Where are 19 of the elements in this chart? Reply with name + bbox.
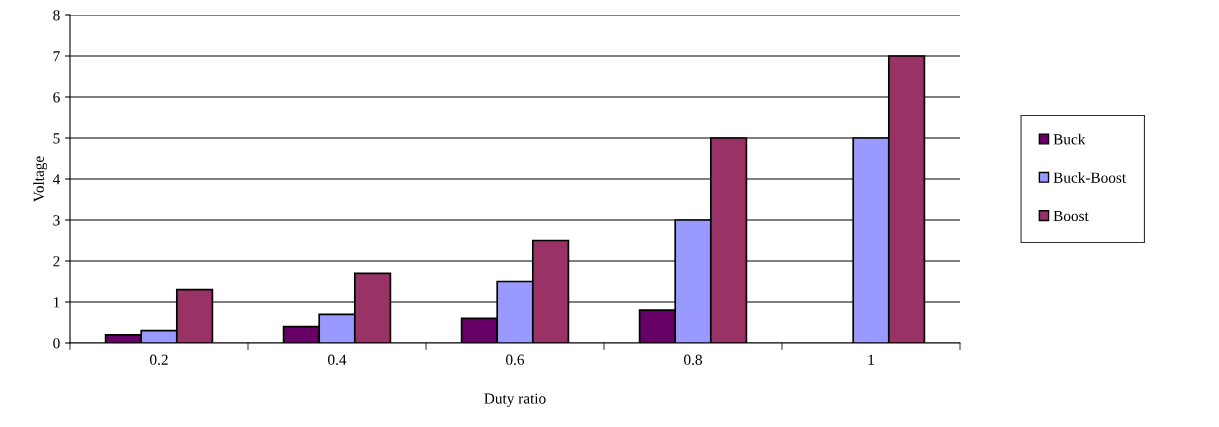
y-tick-label: 5 [53, 133, 60, 144]
x-tick-label: 1 [868, 354, 874, 365]
y-tick-label: 8 [53, 10, 60, 21]
y-tick-label: 3 [53, 215, 60, 226]
y-tick-label: 4 [52, 174, 61, 185]
y-tick-label: 7 [53, 51, 60, 62]
legend-label: Boost [1053, 210, 1089, 222]
x-tick-label: 0.4 [328, 354, 347, 365]
x-tick-label: 0.2 [150, 354, 168, 365]
x-tick-label: 0.6 [506, 354, 525, 365]
y-tick-label: 0 [53, 338, 60, 349]
x-tick-label: 0.8 [684, 354, 702, 365]
y-tick-label: 2 [53, 256, 60, 267]
y-axis-title: Voltage [33, 156, 48, 203]
y-tick-label: 6 [53, 92, 60, 103]
x-axis-title: Duty ratio [484, 393, 546, 407]
legend-label: Buck-Boost [1053, 172, 1127, 183]
legend-label: Buck [1053, 133, 1086, 145]
y-tick-label: 1 [53, 297, 60, 308]
